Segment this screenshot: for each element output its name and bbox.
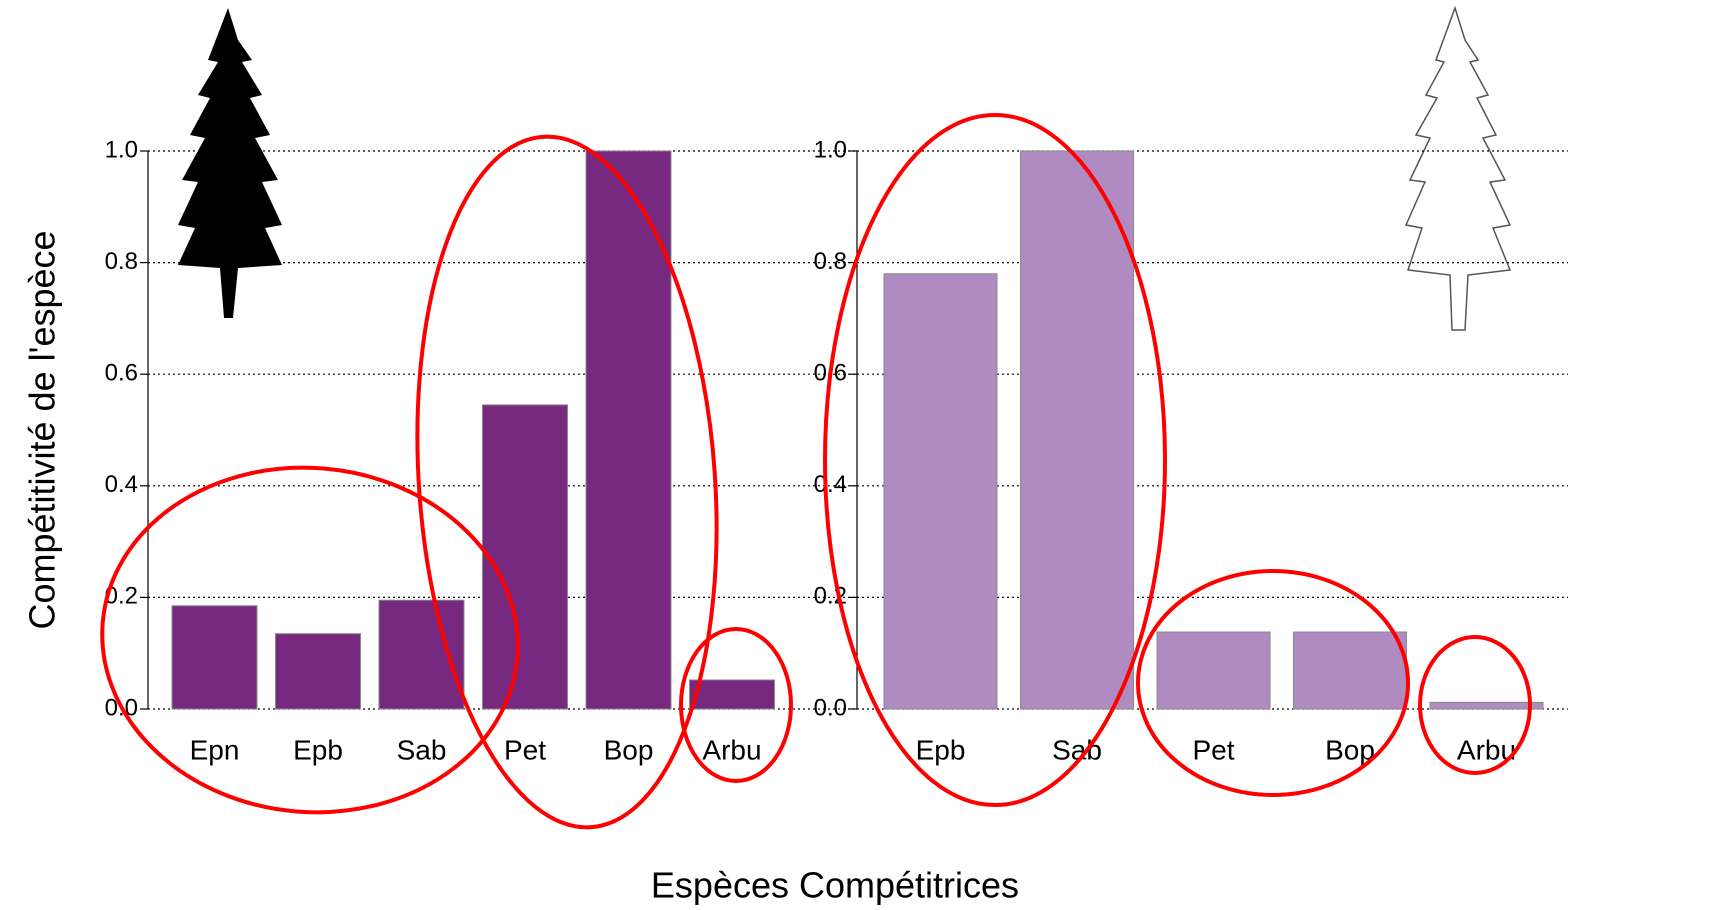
highlight-oval xyxy=(679,627,793,783)
highlight-oval xyxy=(1418,635,1532,775)
x-tick-label: Arbu xyxy=(702,734,761,765)
bar xyxy=(378,599,465,710)
x-tick-label: Bop xyxy=(1325,734,1375,765)
y-axis-title: Compétitivité de l'espèce xyxy=(22,230,63,629)
tree-icon-outline xyxy=(1404,5,1512,331)
y-tick-label: 0.6 xyxy=(105,360,138,387)
highlight-oval xyxy=(415,134,719,830)
y-tick-label: 0.8 xyxy=(814,248,847,275)
y-tick-label: 1.0 xyxy=(105,136,138,163)
bar xyxy=(1156,631,1271,710)
bar xyxy=(1020,150,1134,710)
x-axis-title: Espèces Compétitrices xyxy=(651,865,1019,906)
y-tick-label: 0.4 xyxy=(814,471,847,498)
x-tick-label: Epb xyxy=(293,734,343,765)
y-tick-label: 0.0 xyxy=(814,694,847,721)
x-tick-label: Epb xyxy=(916,734,966,765)
x-tick-label: Pet xyxy=(1192,734,1234,765)
x-tick-label: Bop xyxy=(604,734,654,765)
bar xyxy=(275,633,361,710)
annotations xyxy=(100,113,1532,830)
bar xyxy=(883,273,998,710)
bar xyxy=(171,605,258,710)
y-tick-label: 0.8 xyxy=(105,248,138,275)
tree-icon-dark xyxy=(178,8,282,318)
y-tick-label: 0.4 xyxy=(105,471,138,498)
bar xyxy=(1429,701,1544,710)
bar xyxy=(1293,631,1407,710)
highlight-oval xyxy=(823,113,1167,807)
y-tick-label: 1.0 xyxy=(814,136,847,163)
x-tick-label: Epn xyxy=(190,734,240,765)
highlight-oval xyxy=(100,465,520,815)
bar xyxy=(482,404,568,710)
x-tick-label: Sab xyxy=(397,734,447,765)
bar xyxy=(585,150,672,710)
x-tick-label: Pet xyxy=(504,734,546,765)
highlight-oval xyxy=(1136,569,1410,797)
bar xyxy=(689,679,775,710)
